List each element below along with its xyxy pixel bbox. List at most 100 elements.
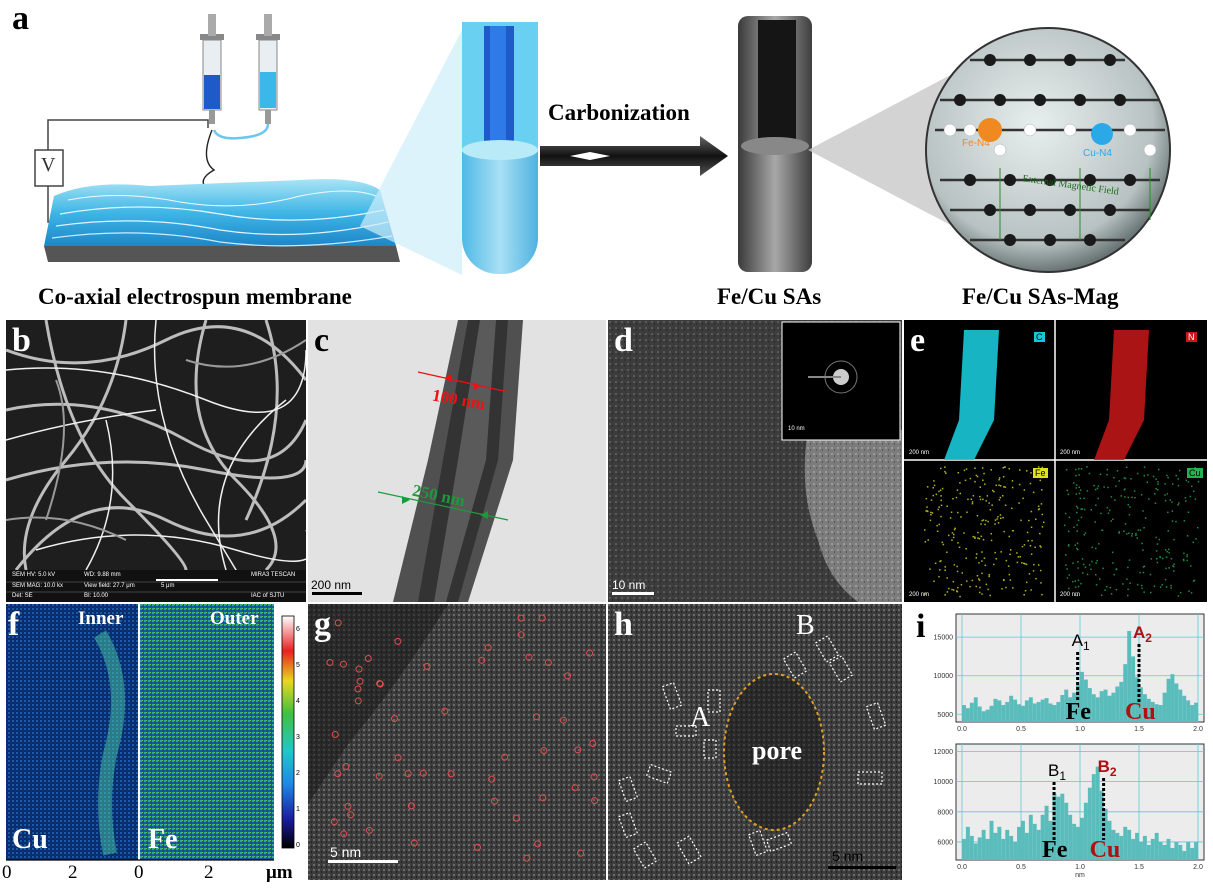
profile-bar	[1162, 844, 1167, 860]
profile-bar	[1162, 692, 1167, 722]
profile-bar	[1135, 677, 1139, 722]
schematic-svg	[34, 14, 1171, 275]
eds-tag-c: C	[1034, 332, 1045, 342]
profile-bar	[1119, 835, 1124, 860]
profile-bar	[1099, 790, 1104, 860]
profile-bar	[1091, 694, 1096, 722]
profile-bar	[1123, 664, 1128, 722]
profile-bar	[1044, 805, 1049, 860]
profile-bar	[965, 708, 970, 722]
profile-bar	[973, 843, 978, 860]
label-site-b: B	[796, 610, 815, 641]
cbar-tick-2: 2	[296, 770, 300, 777]
profile-bar	[985, 709, 990, 722]
profile-bar	[1170, 847, 1175, 860]
scale-label-h: 5 nm	[832, 848, 864, 864]
profile-bar	[1040, 814, 1045, 860]
panel-d: d 10 nm 10 nm	[608, 320, 902, 602]
syringe-right	[256, 14, 280, 124]
profile-bar	[1107, 820, 1112, 860]
line-map	[6, 604, 295, 861]
profile-bar	[981, 711, 986, 722]
panel-label-i: i	[916, 608, 926, 645]
hrtem-image	[608, 320, 902, 602]
profile-bar	[1080, 817, 1084, 860]
profile-bar	[1091, 774, 1096, 860]
profile-bar	[1182, 695, 1187, 722]
profile-bar	[1142, 694, 1147, 722]
profile-bar	[1052, 793, 1057, 860]
profile-bar	[1166, 678, 1171, 722]
x-tick-0b: 0	[134, 862, 144, 883]
peak-element-label: Fe	[1066, 699, 1092, 725]
profile-bar	[981, 829, 986, 860]
x-tick-label: 0.5	[1016, 864, 1026, 871]
profile-bar	[1048, 703, 1053, 722]
profile-bar	[1150, 701, 1155, 722]
cbar-tick-0: 0	[296, 842, 300, 849]
cbar-tick-4: 4	[296, 698, 300, 705]
panel-label-e: e	[910, 322, 926, 359]
profile-bar	[1135, 832, 1139, 860]
profile-bar	[1021, 820, 1025, 860]
caption-fecu: Fe/Cu SAs	[717, 284, 822, 309]
panel-h: h A B pore 5 nm	[608, 604, 902, 880]
profile-bar	[965, 826, 970, 860]
profile-bar	[962, 705, 966, 722]
profile-bar	[1174, 683, 1179, 722]
fe-site-label: Fe-N4	[962, 138, 990, 149]
profile-bar	[993, 832, 998, 860]
profile-bar	[1154, 832, 1159, 860]
profile-bar	[1017, 704, 1021, 722]
y-tick-label: 5000	[937, 712, 953, 719]
profile-bar	[1190, 847, 1195, 860]
profile-bar	[1190, 705, 1195, 722]
sem-scale: 5 μm	[161, 583, 175, 589]
profile-bar	[1115, 832, 1120, 860]
profile-bar	[1154, 704, 1159, 722]
membrane	[44, 179, 400, 262]
profile-bar	[969, 835, 974, 860]
panel-label-b: b	[12, 322, 31, 359]
profile-bar	[1005, 701, 1010, 722]
inset-scale-d: 10 nm	[788, 426, 805, 432]
profile-bar	[1150, 838, 1155, 860]
sem-inst: IAC of SJTU	[251, 593, 285, 599]
panel-label-f: f	[8, 606, 20, 643]
eds-scale-fe: 200 nm	[909, 592, 930, 598]
profile-bar	[1186, 841, 1191, 860]
profile-bar	[1072, 823, 1077, 860]
x-tick-label: 2.0	[1193, 864, 1203, 871]
peak-element-label: Cu	[1090, 837, 1121, 863]
profile-bar	[1111, 829, 1116, 860]
cbar-tick-1: 1	[296, 806, 300, 813]
profile-bar	[1028, 814, 1033, 860]
profile-chart-2: 0.0 0.5 1.0 1.5 2.0600080001000012000nmB1FeB…	[934, 743, 1205, 879]
profile-bar	[1032, 703, 1037, 722]
profile-bar	[1036, 829, 1041, 860]
profile-bar	[1044, 698, 1049, 722]
profile-bar	[1123, 826, 1128, 860]
profile-bar	[1068, 814, 1073, 860]
caption-mag: Fe/Cu SAs-Mag	[962, 284, 1119, 309]
profile-bar	[1076, 684, 1080, 722]
cu-site-label: Cu-N4	[1083, 148, 1112, 159]
x-tick-label: 0.0	[957, 864, 967, 871]
profile-bar	[989, 820, 994, 860]
profile-bar	[997, 826, 1002, 860]
profile-bar	[1166, 838, 1171, 860]
profile-bar	[1083, 679, 1088, 722]
blue-fiber-tube	[462, 22, 538, 274]
voltage-symbol: V	[41, 154, 56, 176]
profile-bar	[1083, 802, 1088, 860]
graphene-sphere	[925, 27, 1171, 273]
profile-bar	[1170, 674, 1175, 722]
profile-bar	[1095, 766, 1100, 860]
eds-maps	[904, 320, 1207, 602]
profile-bar	[1186, 700, 1191, 722]
profile-bar	[1139, 687, 1143, 722]
profile-bar	[1024, 700, 1029, 722]
label-pore: pore	[752, 736, 803, 765]
profile-bar	[1194, 702, 1198, 722]
